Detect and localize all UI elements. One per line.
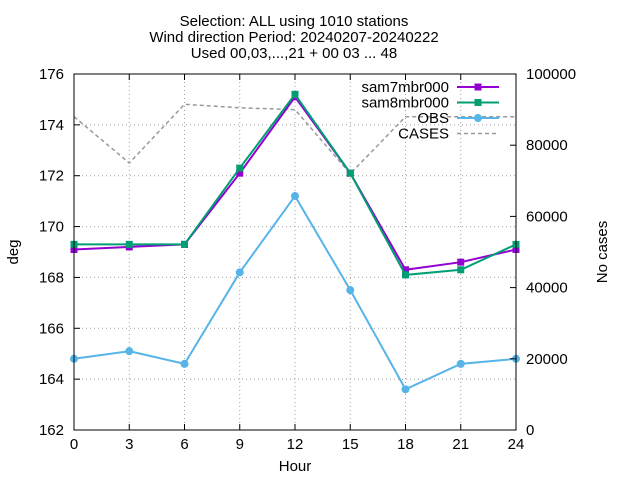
data-point — [457, 266, 465, 274]
y2-tick-label: 40000 — [526, 280, 568, 297]
legend-label: CASES — [398, 126, 449, 143]
legend-marker — [474, 114, 482, 122]
y2-tick-label: 60000 — [526, 208, 568, 225]
y2-axis-ticks: 0 20000 40000 60000 80000 100000 — [510, 66, 576, 439]
series-lines — [70, 90, 520, 394]
data-point — [236, 169, 244, 177]
data-point — [180, 359, 189, 368]
x-tick-label: 6 — [180, 436, 188, 453]
y-tick-label: 164 — [39, 371, 64, 388]
plot-frame — [73, 73, 517, 431]
y2-axis-label: No cases — [594, 221, 611, 284]
y-tick-label: 166 — [39, 320, 64, 337]
x-tick-label: 21 — [452, 436, 469, 453]
y-tick-label: 174 — [39, 117, 64, 134]
data-point — [401, 385, 410, 394]
y-axis-label: deg — [5, 239, 22, 264]
data-point — [346, 169, 354, 177]
x-tick-label: 18 — [397, 436, 414, 453]
legend-label: sam7mbr000 — [361, 79, 449, 96]
x-axis-label: Hour — [279, 458, 312, 475]
y2-tick-label: 0 — [526, 422, 534, 439]
legend-marker — [474, 83, 482, 91]
y-tick-label: 172 — [39, 168, 64, 185]
series-cases — [73, 103, 516, 175]
series-line — [74, 92, 517, 276]
grid — [74, 74, 516, 430]
y2-tick-label: 100000 — [526, 66, 576, 83]
x-tick-label: 9 — [236, 436, 244, 453]
data-point — [346, 286, 355, 295]
data-point — [402, 271, 409, 279]
data-point — [181, 240, 188, 248]
x-tick-label: 0 — [70, 436, 78, 453]
x-tick-label: 24 — [508, 436, 525, 453]
title-line: Selection: ALL using 1010 stations — [180, 13, 409, 30]
data-point — [125, 240, 133, 248]
legend-label: OBS — [417, 110, 449, 127]
y2-tick-label: 80000 — [526, 137, 568, 154]
data-point — [125, 347, 134, 356]
title-line: Used 00,03,...,21 + 00 03 ... 48 — [191, 45, 397, 62]
x-tick-label: 12 — [287, 436, 304, 453]
y2-tick-label: 20000 — [526, 351, 568, 368]
legend-label: sam8mbr000 — [361, 95, 449, 112]
data-point — [236, 164, 244, 172]
y-tick-label: 168 — [39, 269, 64, 286]
series-line — [73, 103, 516, 175]
x-axis-ticks: 0 3 6 9 12 15 18 21 24 — [70, 74, 525, 453]
x-tick-label: 15 — [342, 436, 359, 453]
data-point — [291, 192, 299, 201]
title-line: Wind direction Period: 20240207-20240222 — [149, 29, 438, 46]
y-axis-ticks: 162 164 166 168 170 172 174 176 — [39, 66, 80, 439]
data-point — [291, 90, 299, 98]
series-line — [73, 194, 517, 391]
x-tick-label: 3 — [125, 436, 133, 453]
series-obs — [70, 192, 520, 394]
y-tick-label: 176 — [39, 66, 64, 83]
y-tick-label: 170 — [39, 219, 64, 236]
data-point — [402, 266, 409, 274]
y-tick-label: 162 — [39, 422, 64, 439]
data-point — [456, 359, 465, 368]
data-point — [235, 268, 244, 277]
legend-marker — [474, 99, 482, 106]
data-point — [457, 258, 465, 266]
